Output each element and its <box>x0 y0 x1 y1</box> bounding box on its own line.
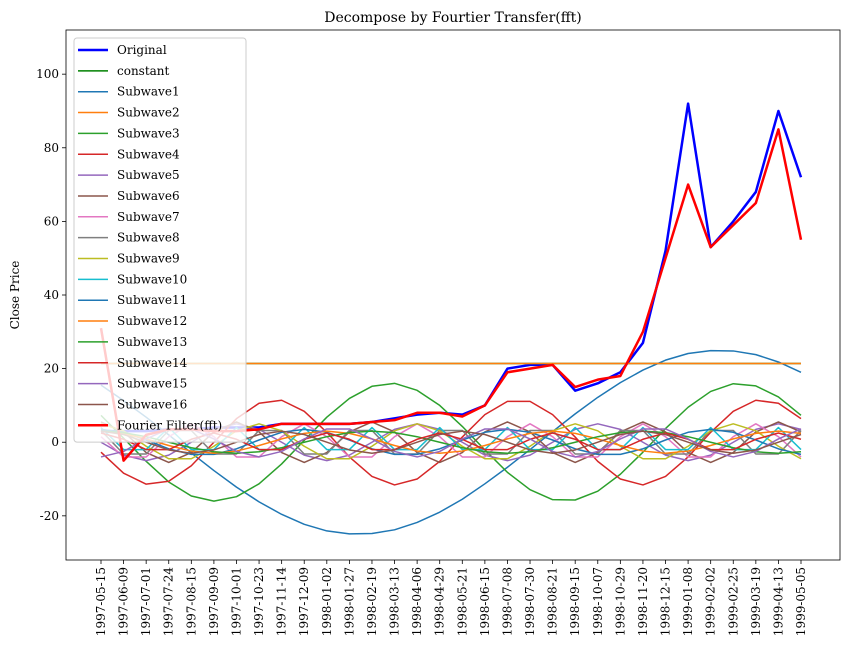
x-tick-label: 1998-10-29 <box>613 567 627 636</box>
legend-box <box>73 37 247 443</box>
y-tick-label: 100 <box>36 67 59 81</box>
series-line <box>100 426 802 451</box>
chart-title: Decompose by Fourtier Transfer(fft) <box>324 10 582 26</box>
legend-label: Subwave10 <box>117 272 187 286</box>
legend-label: Original <box>117 43 167 57</box>
x-tick-label: 1999-01-08 <box>681 567 695 636</box>
legend-label: Subwave7 <box>117 210 180 224</box>
legend-label: Subwave15 <box>117 377 187 391</box>
series-line <box>100 349 802 535</box>
legend-label: Subwave12 <box>117 314 187 328</box>
legend-label: Subwave6 <box>117 189 180 203</box>
plot-frame <box>65 29 841 561</box>
x-tick-label: 1998-10-07 <box>591 567 605 636</box>
legend-label: Subwave9 <box>117 252 180 266</box>
x-tick-label: 1998-04-06 <box>410 567 424 636</box>
legend-label: Subwave13 <box>117 335 187 349</box>
y-tick-label: 60 <box>44 214 59 228</box>
x-tick-label: 1997-05-15 <box>94 567 108 636</box>
y-tick-label: 40 <box>44 288 59 302</box>
y-tick-label: 0 <box>51 435 59 449</box>
legend-label: Subwave3 <box>117 126 180 140</box>
series-line <box>100 430 802 455</box>
legend-label: Subwave2 <box>117 106 180 120</box>
x-tick-label: 1997-10-01 <box>229 567 243 636</box>
x-tick-label: 1998-11-20 <box>636 567 650 636</box>
x-tick-label: 1999-02-25 <box>726 567 740 636</box>
y-tick-label: -20 <box>40 509 59 523</box>
x-tick-label: 1999-03-19 <box>749 567 763 636</box>
x-tick-label: 1998-06-15 <box>478 567 492 636</box>
series-line <box>100 382 802 502</box>
series-line <box>100 430 802 455</box>
x-tick-label: 1998-01-27 <box>342 567 356 636</box>
legend-label: Subwave11 <box>117 293 187 307</box>
legend-label: Subwave16 <box>117 397 187 411</box>
y-axis-label: Close Price <box>8 261 22 330</box>
x-tick-label: 1998-02-19 <box>365 567 379 636</box>
x-tick-label: 1999-05-05 <box>794 567 808 636</box>
x-tick-label: 1999-02-02 <box>704 567 718 636</box>
legend-label: Subwave5 <box>117 168 180 182</box>
x-tick-label: 1997-12-09 <box>297 567 311 636</box>
x-tick-label: 1997-07-24 <box>162 567 176 637</box>
x-tick-label: 1998-07-08 <box>500 567 514 636</box>
x-tick-label: 1998-09-15 <box>568 567 582 636</box>
x-tick-label: 1997-06-09 <box>117 567 131 636</box>
x-tick-label: 1998-03-13 <box>388 567 402 636</box>
x-tick-label: 1998-04-29 <box>433 567 447 636</box>
x-tick-label: 1998-07-30 <box>523 567 537 636</box>
legend-label: Subwave1 <box>117 85 180 99</box>
legend-label: Subwave4 <box>117 147 180 161</box>
legend-label: Subwave14 <box>117 356 188 370</box>
x-tick-label: 1997-07-01 <box>139 567 153 636</box>
x-tick-label: 1998-01-02 <box>320 567 334 636</box>
x-tick-label: 1998-05-21 <box>455 567 469 636</box>
x-tick-label: 1997-08-15 <box>184 567 198 636</box>
y-tick-label: 20 <box>44 362 59 376</box>
legend-label: Subwave8 <box>117 231 180 245</box>
x-tick-label: 1999-04-13 <box>771 567 785 636</box>
x-tick-label: 1997-09-09 <box>207 567 221 636</box>
legend-label: constant <box>117 64 170 78</box>
x-tick-label: 1997-11-14 <box>275 567 289 637</box>
y-tick-label: 80 <box>44 141 59 155</box>
x-tick-label: 1998-08-21 <box>546 567 560 636</box>
x-tick-label: 1998-12-15 <box>659 567 673 636</box>
x-tick-label: 1997-10-23 <box>252 567 266 636</box>
legend-label: Fourier Filter(fft) <box>117 418 222 432</box>
